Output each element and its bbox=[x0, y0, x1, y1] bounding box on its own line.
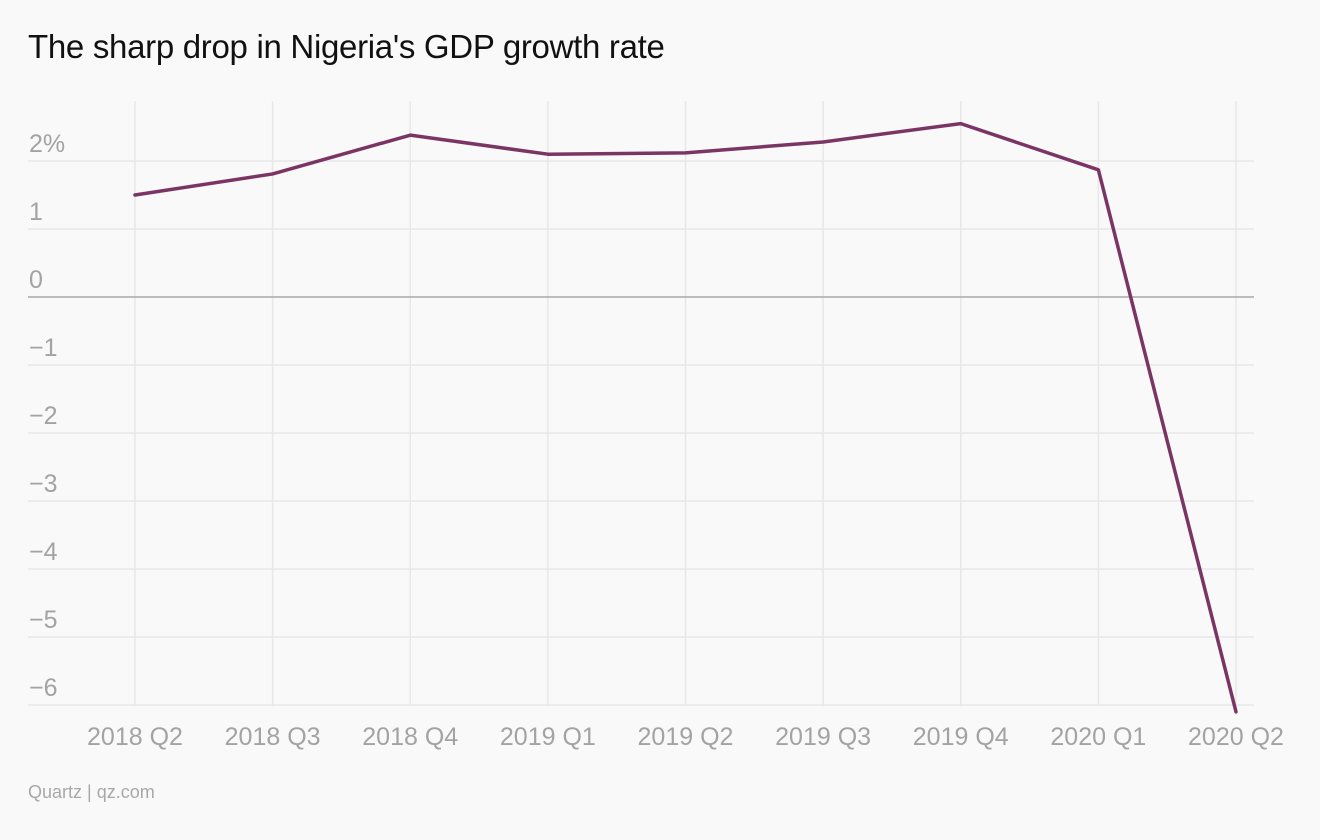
y-tick-label: −6 bbox=[29, 674, 58, 702]
y-tick-label: −5 bbox=[29, 606, 58, 634]
series-layer bbox=[133, 121, 1238, 714]
data-point bbox=[1234, 710, 1238, 714]
x-tick-label: 2020 Q1 bbox=[1050, 723, 1146, 751]
data-point bbox=[133, 193, 137, 197]
y-tick-label: 1 bbox=[29, 198, 43, 226]
x-tick-label: 2019 Q4 bbox=[913, 723, 1009, 751]
x-tick-label: 2020 Q2 bbox=[1188, 723, 1284, 751]
grid-layer bbox=[28, 101, 1254, 706]
x-axis-ticks: 2018 Q2 2018 Q3 2018 Q4 2019 Q1 2019 Q2 2019 … bbox=[87, 723, 1284, 751]
data-point bbox=[959, 122, 963, 126]
x-tick-label: 2019 Q1 bbox=[500, 723, 596, 751]
y-tick-label: 2% bbox=[29, 130, 65, 158]
y-tick-label: −1 bbox=[29, 334, 58, 362]
chart-title: The sharp drop in Nigeria's GDP growth r… bbox=[28, 28, 665, 65]
y-axis-ticks: 2% 1 0 −1 −2 −3 −4 −5 −6 bbox=[29, 130, 65, 702]
y-tick-label: −2 bbox=[29, 402, 58, 430]
y-tick-label: −4 bbox=[29, 538, 58, 566]
data-point bbox=[408, 133, 412, 137]
data-point bbox=[1096, 168, 1100, 172]
x-tick-label: 2019 Q2 bbox=[638, 723, 734, 751]
y-tick-label: −3 bbox=[29, 470, 58, 498]
source-credit: Quartz | qz.com bbox=[28, 782, 155, 802]
x-tick-label: 2018 Q2 bbox=[87, 723, 183, 751]
x-tick-label: 2018 Q3 bbox=[225, 723, 321, 751]
y-tick-label: 0 bbox=[29, 266, 43, 294]
data-point bbox=[821, 140, 825, 144]
data-point bbox=[546, 152, 550, 156]
data-point bbox=[271, 172, 275, 176]
x-tick-label: 2018 Q4 bbox=[362, 723, 458, 751]
data-point bbox=[684, 151, 687, 155]
x-tick-label: 2019 Q3 bbox=[775, 723, 871, 751]
